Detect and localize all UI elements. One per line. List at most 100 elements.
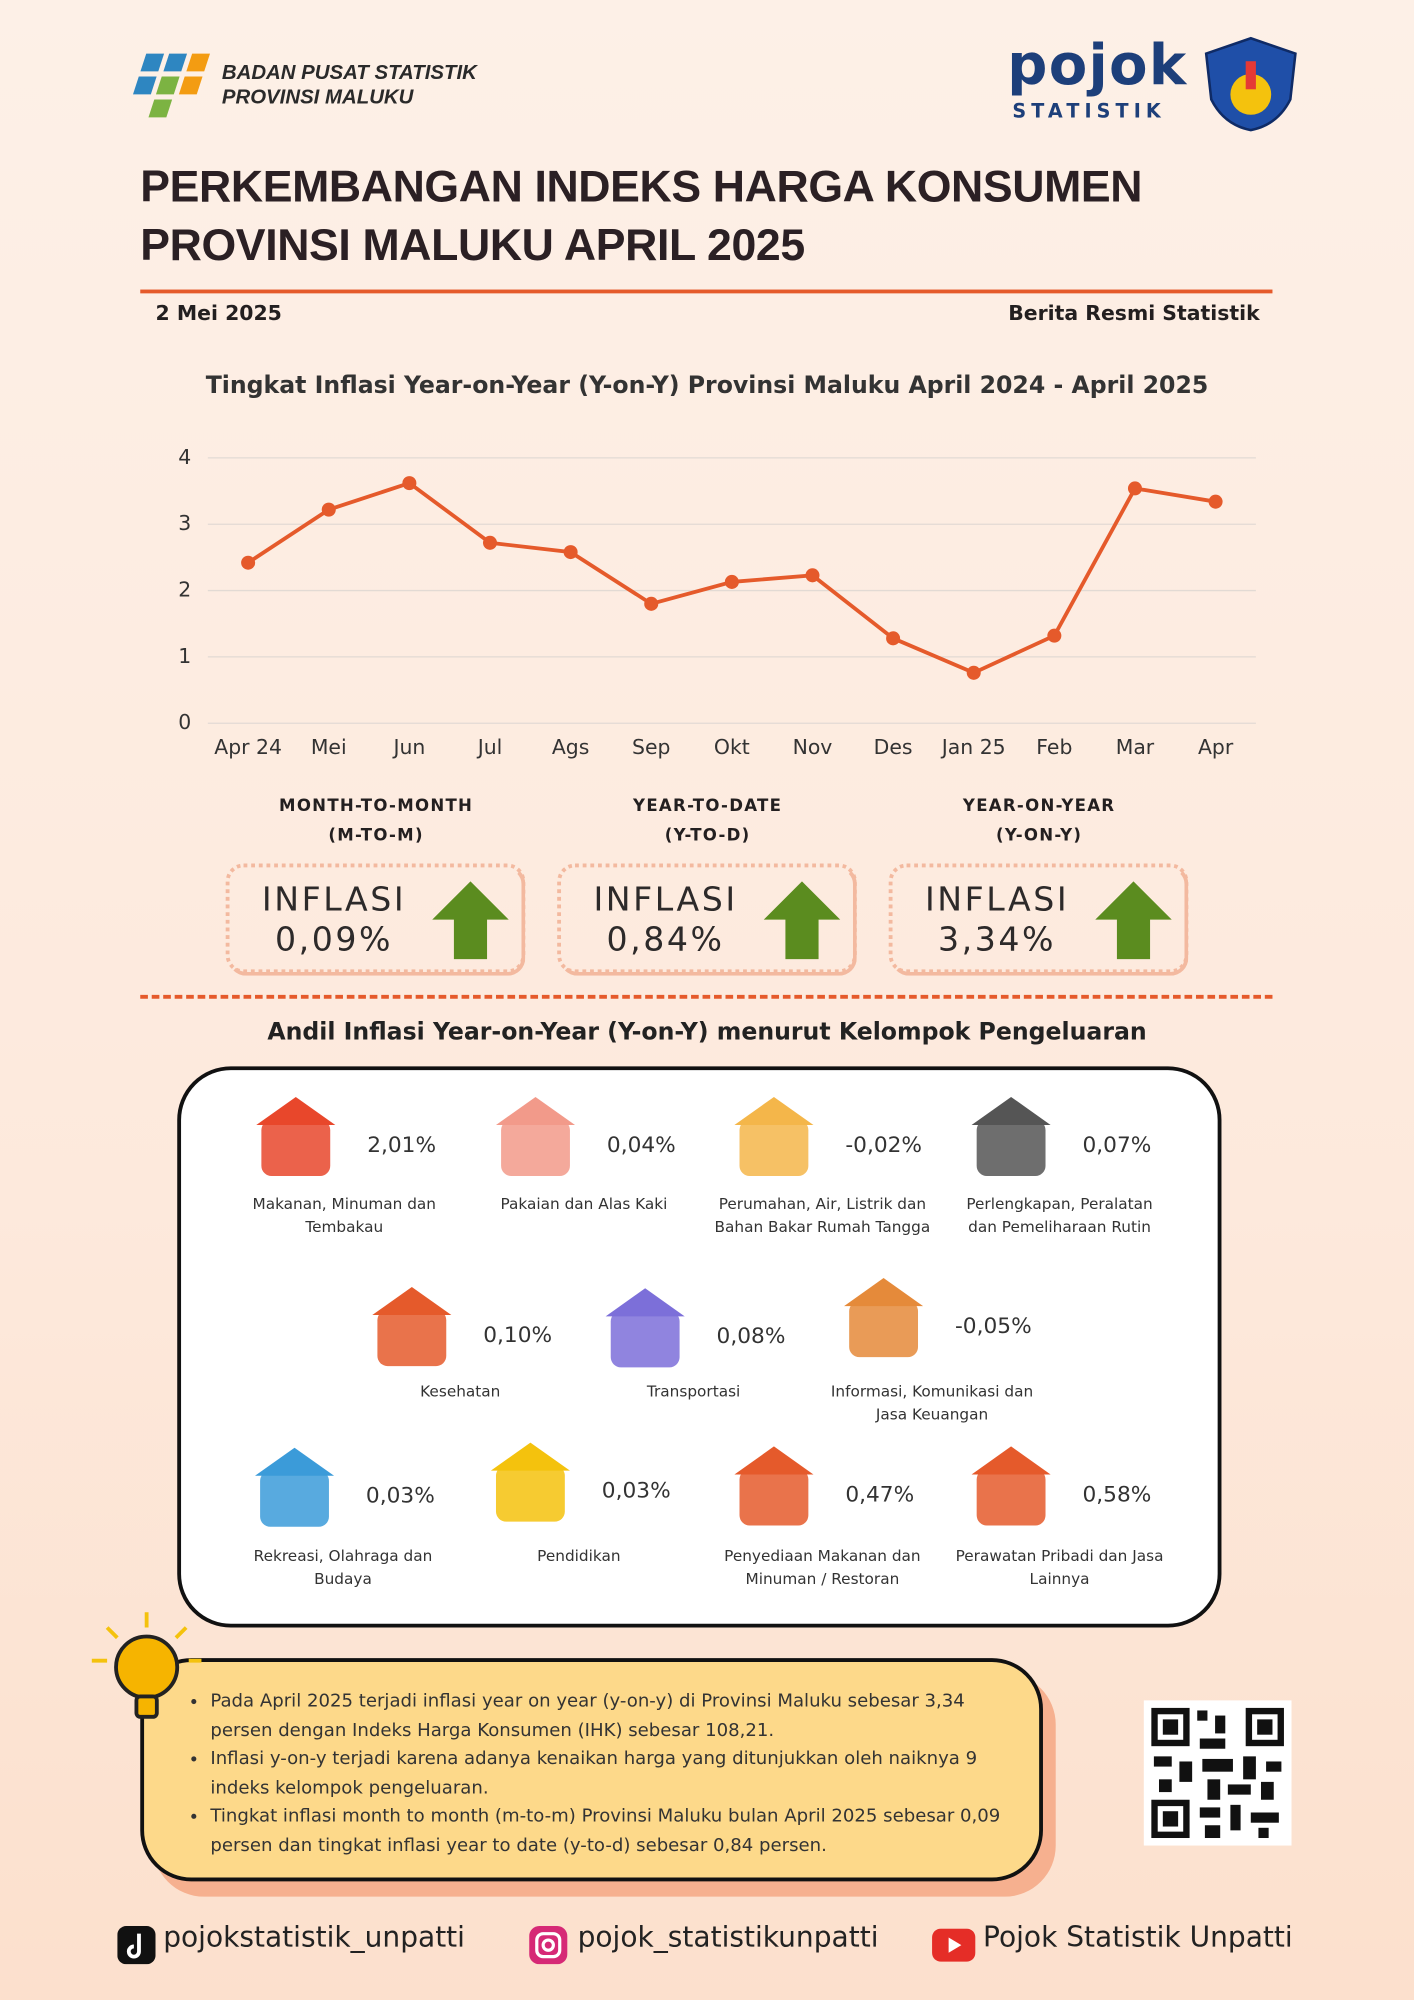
indicator-label: YEAR-TO-DATE bbox=[633, 797, 783, 817]
group-label: Perumahan, Air, Listrik dan Bahan Bakar … bbox=[714, 1195, 931, 1236]
chart-title: Tingkat Inflasi Year-on-Year (Y-on-Y) Pr… bbox=[205, 372, 1209, 400]
social-handle: Pojok Statistik Unpatti bbox=[983, 1922, 1293, 1955]
x-tick-label: Jan 25 bbox=[940, 735, 1006, 759]
x-tick-label: Apr bbox=[1198, 735, 1234, 759]
instagram-icon bbox=[529, 1926, 568, 1965]
group-icon bbox=[372, 1286, 452, 1367]
group-value: 0,03% bbox=[365, 1483, 435, 1509]
group-icon bbox=[971, 1446, 1051, 1526]
point bbox=[321, 502, 336, 517]
point bbox=[402, 476, 417, 491]
indicator-text: INFLASI 0,84% bbox=[564, 881, 768, 960]
icon-roof bbox=[734, 1446, 814, 1475]
indicator-label: MONTH-TO-MONTH bbox=[279, 797, 474, 817]
y-tick-label: 4 bbox=[178, 445, 191, 469]
university-logo bbox=[1204, 36, 1297, 132]
icon-shape bbox=[849, 1301, 919, 1358]
group-value: 0,04% bbox=[606, 1132, 676, 1159]
title-line: PERKEMBANGAN INDEKS HARGA KONSUMEN bbox=[140, 161, 1143, 212]
andil-title: Andil Inflasi Year-on-Year (Y-on-Y) menu… bbox=[267, 1019, 1147, 1046]
group-icon bbox=[734, 1446, 814, 1526]
bps-logo bbox=[132, 53, 210, 118]
group-value: 0,47% bbox=[845, 1482, 915, 1508]
icon-roof bbox=[605, 1288, 685, 1317]
group-label: Kesehatan bbox=[420, 1382, 501, 1401]
group-icon bbox=[605, 1288, 685, 1368]
icon-roof bbox=[490, 1442, 570, 1471]
title: PERKEMBANGAN INDEKS HARGA KONSUMEN PROVIN… bbox=[140, 158, 1142, 275]
icon-shape bbox=[610, 1311, 680, 1368]
group-label: Perawatan Pribadi dan Jasa Lainnya bbox=[955, 1547, 1164, 1589]
indicator-header: MONTH-TO-MONTH (M-TO-M) bbox=[223, 792, 529, 851]
group-label: Perlengkapan, Peralatan dan Pemeliharaan… bbox=[966, 1195, 1153, 1236]
org-line: PROVINSI MALUKU bbox=[221, 86, 414, 109]
brand: pojok bbox=[1007, 33, 1188, 99]
group-value: 0,58% bbox=[1082, 1482, 1152, 1508]
indicator-text: INFLASI 0,09% bbox=[232, 881, 436, 960]
x-tick-label: Des bbox=[874, 735, 913, 759]
icon-roof bbox=[372, 1286, 452, 1316]
icon-shape bbox=[501, 1119, 570, 1177]
indicator-abbr: (Y-ON-Y) bbox=[996, 826, 1083, 846]
andil-panel bbox=[177, 1066, 1222, 1628]
notes-box: Pada April 2025 terjadi inflasi year on … bbox=[140, 1658, 1043, 1882]
point bbox=[1047, 628, 1062, 643]
x-tick-label: Apr 24 bbox=[214, 735, 282, 759]
indicator-frame bbox=[228, 866, 526, 976]
note-item: Pada April 2025 terjadi inflasi year on … bbox=[210, 1687, 1008, 1744]
icon-roof bbox=[971, 1446, 1051, 1475]
divider bbox=[140, 994, 1273, 999]
group-label: Pendidikan bbox=[537, 1547, 621, 1566]
group-value: 0,08% bbox=[716, 1323, 786, 1350]
brand-sub: STATISTIK bbox=[1012, 99, 1166, 123]
y-tick-label: 2 bbox=[178, 578, 191, 602]
arrow-shape bbox=[1095, 881, 1172, 960]
org-line: BADAN PUSAT STATISTIK bbox=[221, 62, 477, 85]
group-label: Rekreasi, Olahraga dan Budaya bbox=[253, 1547, 433, 1589]
group-icon bbox=[495, 1096, 576, 1177]
indicator-frame bbox=[891, 866, 1189, 976]
social-handle: pojokstatistik_unpatti bbox=[163, 1922, 465, 1955]
group-value: 2,01% bbox=[367, 1132, 437, 1159]
group-icon bbox=[255, 1447, 335, 1527]
group-label: Pakaian dan Alas Kaki bbox=[500, 1195, 668, 1214]
x-tick-label: Mar bbox=[1116, 735, 1155, 759]
y-tick-label: 0 bbox=[178, 710, 191, 734]
icon-shape bbox=[377, 1309, 447, 1367]
indicator-abbr: (M-TO-M) bbox=[328, 826, 424, 846]
point bbox=[724, 574, 739, 589]
indicator-value: 0,84% bbox=[606, 920, 725, 960]
x-tick-label: Jul bbox=[476, 735, 503, 759]
point bbox=[644, 596, 659, 611]
title-line: PROVINSI MALUKU APRIL 2025 bbox=[140, 220, 805, 271]
icon-shape bbox=[495, 1465, 565, 1522]
note-item: Inflasi y-on-y terjadi karena adanya ken… bbox=[210, 1745, 1008, 1802]
group-value: -0,05% bbox=[954, 1313, 1032, 1340]
tiktok-icon bbox=[117, 1926, 156, 1965]
date: 2 Mei 2025 bbox=[155, 301, 282, 326]
point bbox=[805, 568, 820, 583]
group-icon bbox=[971, 1096, 1051, 1177]
icon-shape bbox=[976, 1119, 1046, 1177]
indicator-frame bbox=[559, 866, 857, 976]
x-tick-label: Nov bbox=[793, 735, 833, 759]
arrow-shape bbox=[763, 881, 841, 960]
qr-code bbox=[1143, 1700, 1292, 1846]
x-tick-label: Okt bbox=[714, 735, 750, 759]
icon-shape bbox=[739, 1469, 809, 1526]
group-value: -0,02% bbox=[845, 1132, 923, 1159]
group-value: 0,07% bbox=[1082, 1132, 1152, 1159]
indicator-text: INFLASI 3,34% bbox=[895, 881, 1099, 960]
icon-roof bbox=[495, 1096, 576, 1125]
icon-shape bbox=[739, 1119, 809, 1177]
x-tick-label: Jun bbox=[391, 735, 425, 759]
indicator-abbr: (Y-TO-D) bbox=[664, 826, 751, 846]
indicator-header: YEAR-TO-DATE (Y-TO-D) bbox=[555, 792, 861, 851]
line-chart: 0 1 2 3 4 Apr 24 Mei Jun Jul Ags Sep Okt Nov Des Jan 2… bbox=[178, 445, 1256, 759]
youtube-icon bbox=[932, 1928, 976, 1962]
indicator-status: INFLASI bbox=[261, 881, 407, 920]
x-tick-label: Mei bbox=[311, 735, 347, 759]
icon-roof bbox=[255, 1447, 335, 1476]
category: Berita Resmi Statistik bbox=[1008, 301, 1260, 326]
